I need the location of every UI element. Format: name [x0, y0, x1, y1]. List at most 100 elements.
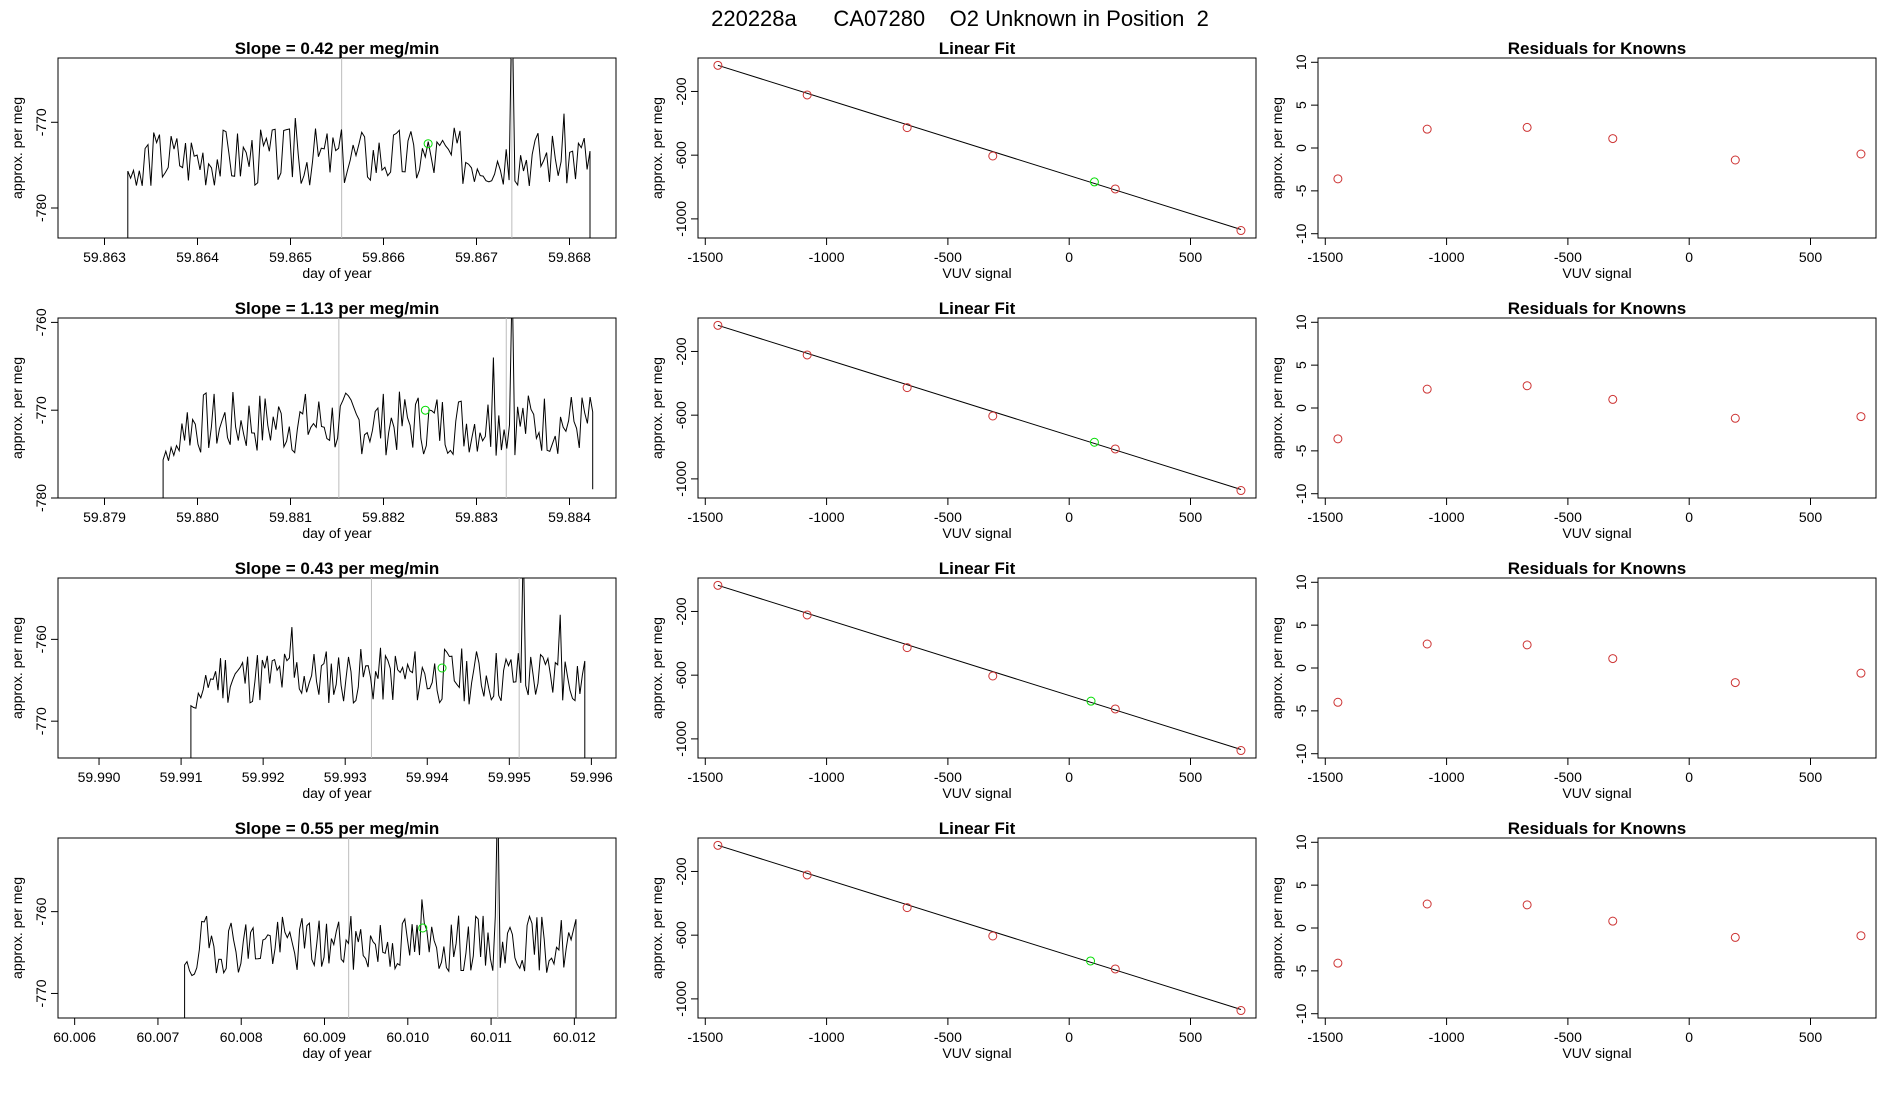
x-axis-label: day of year [302, 265, 372, 281]
x-tick-label: 500 [1179, 509, 1203, 525]
x-tick-label: 500 [1179, 1029, 1203, 1045]
x-tick-label: -500 [934, 769, 962, 785]
x-axis-label: VUV signal [942, 265, 1011, 281]
plot-area [1333, 899, 1866, 968]
y-tick-label: -600 [673, 921, 689, 949]
x-tick-label: 0 [1065, 769, 1073, 785]
y-tick-label: 10 [1293, 314, 1309, 330]
y-tick-label: 5 [1293, 881, 1309, 889]
y-tick-label: -1000 [673, 201, 689, 237]
known-point [1608, 394, 1618, 404]
data-trace [190, 578, 586, 758]
y-tick-label: 10 [1293, 834, 1309, 850]
x-tick-label: -1500 [687, 1029, 723, 1045]
known-point [1110, 704, 1120, 714]
fit-line [717, 64, 1242, 230]
known-point [1422, 639, 1432, 649]
x-tick-label: -1500 [1307, 769, 1343, 785]
y-axis-label: approx. per meg [1269, 97, 1285, 199]
y-axis-label: approx. per meg [649, 877, 665, 979]
y-tick-label: -5 [1293, 704, 1309, 717]
x-tick-label: -500 [934, 249, 962, 265]
known-point [1333, 697, 1343, 707]
x-tick-label: -1000 [809, 1029, 845, 1045]
panel-11: Residuals for Knowns -1500 -1000 -500 0 500 VU… [1269, 559, 1877, 801]
y-tick-label: -1000 [673, 461, 689, 497]
x-tick-label: 60.011 [470, 1029, 512, 1045]
known-point [902, 383, 912, 393]
panel-title: Slope = 0.42 per meg/min [235, 39, 440, 58]
y-tick-label: -1000 [673, 981, 689, 1017]
known-point [902, 123, 912, 133]
x-tick-label: 60.007 [137, 1029, 180, 1045]
plot-frame [1317, 577, 1877, 759]
known-point [1730, 155, 1740, 165]
known-point [988, 411, 998, 421]
x-tick-label: 59.867 [455, 249, 498, 265]
x-tick-label: 59.864 [176, 249, 219, 265]
y-tick-label: -1000 [673, 721, 689, 757]
x-tick-label: -500 [934, 1029, 962, 1045]
panel-8: Linear Fit -1500 -1000 -500 0 500 VUV signal -1… [649, 819, 1257, 1061]
plot-frame [1317, 57, 1877, 239]
panel-title: Linear Fit [939, 819, 1016, 838]
known-point [713, 580, 723, 590]
x-tick-label: 500 [1799, 509, 1823, 525]
known-point [1236, 226, 1246, 236]
y-tick-label: -770 [33, 979, 49, 1007]
known-point [1110, 184, 1120, 194]
unknown-point [420, 405, 430, 415]
y-axis-label: approx. per meg [9, 617, 25, 719]
x-tick-label: -500 [934, 509, 962, 525]
known-point [988, 931, 998, 941]
known-point [802, 610, 812, 620]
known-point [1236, 1006, 1246, 1016]
x-tick-label: 59.990 [78, 769, 121, 785]
panel-4: Slope = 0.55 per meg/min 60.006 60.007 60.0… [9, 819, 617, 1061]
y-tick-label: 5 [1293, 101, 1309, 109]
panel-title: Residuals for Knowns [1508, 39, 1687, 58]
y-tick-label: -780 [33, 484, 49, 512]
x-tick-label: 59.991 [160, 769, 203, 785]
x-tick-label: 60.008 [220, 1029, 263, 1045]
x-tick-label: -1500 [687, 249, 723, 265]
panel-1: Slope = 0.42 per meg/min 59.863 59.864 59.8… [9, 39, 617, 281]
plot-area [127, 58, 591, 238]
plot-area [713, 320, 1246, 496]
x-tick-label: -1000 [809, 249, 845, 265]
plot-area [1333, 639, 1866, 707]
known-point [1856, 149, 1866, 159]
known-point [1608, 134, 1618, 144]
plot-frame [57, 317, 617, 499]
known-point [1730, 413, 1740, 423]
x-tick-label: 59.866 [362, 249, 405, 265]
known-point [1522, 640, 1532, 650]
panel-title: Residuals for Knowns [1508, 819, 1687, 838]
known-point [1333, 174, 1343, 184]
panel-title: Slope = 0.55 per meg/min [235, 819, 440, 838]
known-point [802, 350, 812, 360]
plot-grid: Slope = 0.42 per meg/min 59.863 59.864 59.8… [9, 39, 1877, 1061]
y-tick-label: -770 [33, 396, 49, 424]
plot-area [1333, 381, 1866, 444]
data-trace [184, 838, 577, 1018]
x-tick-label: -1000 [809, 509, 845, 525]
x-tick-label: -1500 [1307, 249, 1343, 265]
panel-10: Residuals for Knowns -1500 -1000 -500 0 500 VU… [1269, 299, 1877, 541]
panel-title: Linear Fit [939, 39, 1016, 58]
known-point [1608, 654, 1618, 664]
unknown-point [1089, 437, 1099, 447]
unknown-point [423, 139, 433, 149]
y-tick-label: 0 [1293, 664, 1309, 672]
y-tick-label: -770 [33, 108, 49, 136]
known-point [1422, 124, 1432, 134]
x-tick-label: -500 [1554, 249, 1582, 265]
y-tick-label: -200 [673, 77, 689, 105]
x-tick-label: 59.994 [406, 769, 449, 785]
known-point [1422, 384, 1432, 394]
known-point [1236, 486, 1246, 496]
y-tick-label: 5 [1293, 621, 1309, 629]
known-point [902, 903, 912, 913]
x-axis-label: day of year [302, 785, 372, 801]
y-tick-label: 0 [1293, 924, 1309, 932]
